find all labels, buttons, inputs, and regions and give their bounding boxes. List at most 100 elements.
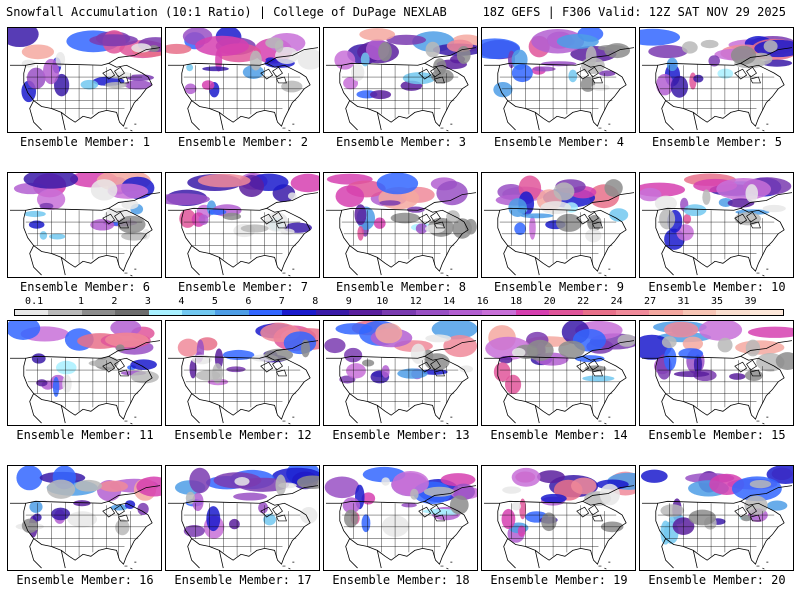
mexico-border bbox=[661, 100, 698, 131]
ensemble-member-label: Ensemble Member: 15 bbox=[648, 428, 786, 442]
snowfall-area bbox=[233, 492, 268, 501]
mexico-border bbox=[29, 100, 66, 131]
map-boundaries bbox=[325, 47, 477, 132]
canada-border bbox=[167, 485, 319, 504]
snowfall-area bbox=[683, 204, 707, 217]
colorbar-swatch bbox=[115, 310, 149, 315]
snowfall-area bbox=[381, 515, 409, 537]
snowfall-area bbox=[537, 470, 565, 484]
caribbean-islands bbox=[440, 123, 453, 132]
canada-border bbox=[641, 340, 793, 359]
ensemble-map-panel bbox=[165, 465, 320, 571]
colorbar-tick-labels: 0.1 1 2 3 4 5 6 7 8 9 10 12 14 16 18 20 22 24 27 31 35 39 bbox=[14, 296, 784, 309]
mexico-border bbox=[661, 393, 698, 424]
snowfall-map bbox=[167, 466, 319, 570]
colorbar-swatch bbox=[515, 310, 550, 315]
snowfall-area bbox=[693, 74, 704, 83]
map-boundaries bbox=[641, 340, 793, 425]
ensemble-member-label: Ensemble Member: 16 bbox=[16, 573, 154, 587]
map-title: Snowfall Accumulation (10:1 Ratio) | Col… bbox=[6, 5, 447, 19]
colorbar-swatch bbox=[181, 310, 216, 315]
ensemble-map-panel bbox=[639, 320, 794, 426]
snowfall-area bbox=[107, 183, 149, 199]
snowfall-area bbox=[124, 80, 152, 90]
snowfall-area bbox=[571, 477, 597, 495]
snowfall-area bbox=[28, 220, 45, 229]
snowfall-area bbox=[379, 200, 401, 206]
canada-border bbox=[483, 47, 635, 66]
map-boundaries bbox=[483, 340, 635, 425]
caribbean-islands bbox=[756, 123, 769, 132]
great-lakes bbox=[576, 211, 603, 229]
canada-border bbox=[9, 192, 161, 211]
snowfall-area bbox=[673, 371, 710, 378]
snowfall-area bbox=[541, 512, 557, 532]
snowfall-area bbox=[501, 508, 516, 530]
snowfall-area bbox=[89, 34, 138, 47]
snowfall-area bbox=[747, 326, 793, 338]
caribbean-islands bbox=[282, 561, 295, 570]
snowfall-area bbox=[459, 365, 474, 373]
map-boundaries bbox=[325, 485, 477, 570]
snowfall-area bbox=[504, 374, 522, 395]
snowfall-area bbox=[240, 224, 269, 233]
snowfall-area bbox=[192, 492, 204, 512]
ensemble-map-panel bbox=[639, 465, 794, 571]
snowfall-area bbox=[386, 34, 427, 45]
snowfall-field bbox=[13, 173, 155, 241]
snowfall-area bbox=[678, 348, 704, 360]
snowfall-field bbox=[166, 28, 319, 98]
snowfall-area bbox=[105, 332, 149, 348]
snowfall-area bbox=[511, 64, 533, 83]
snowfall-area bbox=[166, 43, 192, 55]
colorbar-tick-label: 31 bbox=[677, 296, 690, 307]
run-info: 18Z GEFS | F306 Valid: 12Z SAT NOV 29 20… bbox=[482, 5, 786, 19]
snowfall-area bbox=[26, 67, 46, 90]
canada-border bbox=[483, 340, 635, 359]
snowfall-area bbox=[117, 215, 146, 234]
snowfall-area bbox=[514, 222, 526, 235]
snowfall-area bbox=[375, 322, 403, 344]
great-lakes bbox=[102, 66, 129, 84]
snowfall-area bbox=[136, 476, 161, 497]
snowfall-area bbox=[740, 515, 752, 522]
snowfall-area bbox=[202, 66, 229, 72]
colorbar-tick-label: 0.1 bbox=[25, 296, 44, 307]
ensemble-member-label: Ensemble Member: 6 bbox=[19, 280, 151, 294]
ensemble-map-panel bbox=[481, 172, 636, 278]
snowfall-area bbox=[290, 173, 319, 193]
ensemble-map-panel bbox=[323, 465, 478, 571]
map-boundaries bbox=[167, 340, 319, 425]
country-outline bbox=[339, 500, 469, 565]
snowfall-map bbox=[166, 28, 319, 132]
canada-border bbox=[641, 485, 793, 504]
snowfall-area bbox=[708, 55, 720, 67]
great-lakes bbox=[734, 211, 761, 229]
snowfall-area bbox=[749, 479, 772, 489]
snowfall-area bbox=[410, 488, 419, 500]
snowfall-map bbox=[482, 28, 635, 132]
great-lakes bbox=[418, 359, 445, 377]
snowfall-area bbox=[29, 500, 43, 513]
snowfall-area bbox=[423, 486, 455, 497]
snowfall-area bbox=[8, 28, 39, 48]
snowfall-area bbox=[745, 184, 759, 203]
ensemble-member-label: Ensemble Member: 8 bbox=[335, 280, 467, 294]
great-lakes bbox=[102, 211, 129, 229]
colorbar-swatch bbox=[382, 310, 416, 315]
snowfall-area bbox=[73, 500, 91, 507]
snowfall-area bbox=[137, 502, 149, 516]
canada-border bbox=[167, 340, 319, 359]
snowfall-area bbox=[617, 334, 635, 347]
snowfall-area bbox=[532, 66, 556, 72]
snowfall-area bbox=[201, 80, 215, 91]
colorbar-swatch bbox=[649, 310, 683, 315]
great-lakes bbox=[418, 211, 445, 229]
mexico-border bbox=[503, 393, 540, 424]
snowfall-field bbox=[485, 321, 635, 395]
mexico-border bbox=[187, 538, 224, 569]
snowfall-area bbox=[402, 72, 436, 85]
colorbar-swatch bbox=[81, 310, 116, 315]
colorbar-tick-label: 2 bbox=[111, 296, 118, 307]
colorbar-tick-label: 7 bbox=[278, 296, 285, 307]
